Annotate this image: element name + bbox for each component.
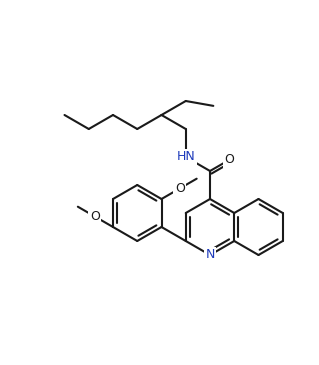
Text: O: O: [175, 182, 185, 195]
Text: O: O: [90, 210, 100, 223]
Text: N: N: [205, 249, 215, 261]
Text: O: O: [225, 153, 234, 166]
Text: HN: HN: [176, 150, 195, 164]
